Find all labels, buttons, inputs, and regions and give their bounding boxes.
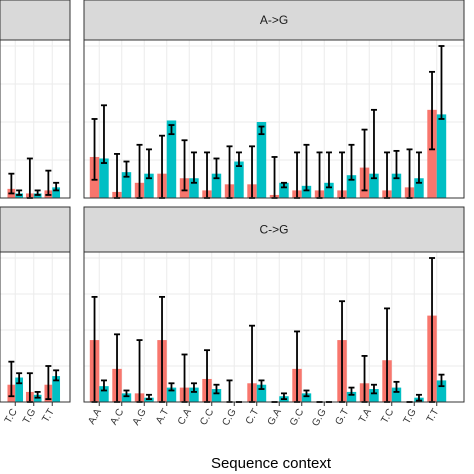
panel-border — [83, 251, 465, 403]
bar — [256, 122, 267, 198]
bar — [211, 389, 222, 402]
bar — [52, 187, 61, 198]
bar — [301, 185, 312, 198]
bar — [414, 178, 424, 198]
x-tick-label: A.A — [86, 407, 104, 427]
x-tick-label: T.G — [402, 407, 419, 426]
bar — [144, 173, 154, 198]
x-tick-label: G.T — [333, 407, 351, 427]
bar — [301, 393, 312, 402]
bar — [99, 386, 109, 402]
bar — [256, 384, 267, 402]
bar — [279, 182, 289, 198]
panel-strip-label: C->G — [259, 223, 288, 237]
x-tick-label: C.C — [198, 407, 216, 427]
chart-panels: A->G C->G — [0, 0, 465, 403]
panel-strip — [0, 0, 71, 41]
x-tick-label: G.A — [266, 407, 284, 428]
bar — [234, 161, 244, 198]
bar — [166, 120, 177, 198]
x-axis-title: Sequence context — [211, 455, 332, 472]
bar — [369, 389, 379, 402]
bar — [189, 387, 199, 402]
bar — [52, 376, 61, 402]
x-tick-label: T.G — [21, 407, 38, 426]
panel-border — [0, 251, 71, 403]
bar — [121, 393, 132, 402]
bar — [166, 387, 177, 402]
panel-background — [0, 40, 70, 198]
panel-border — [83, 39, 465, 199]
x-tick-label: C.A — [176, 407, 194, 427]
bar — [211, 173, 222, 198]
bar — [369, 173, 379, 198]
panel-strip — [83, 206, 465, 253]
x-tick-label: T.C — [379, 407, 396, 425]
x-tick-labels: T.C T.G T.T A.A A.C A.G A.T C.A C.C C.G C.T G.A G.C G… — [3, 402, 441, 429]
panel-border — [0, 39, 71, 199]
bar — [346, 391, 357, 402]
bar — [324, 182, 334, 198]
x-tick-label: A.T — [154, 407, 171, 426]
x-tick-label: C.T — [244, 407, 262, 426]
x-tick-label: T.T — [40, 407, 56, 425]
x-tick-label: G.G — [310, 407, 329, 429]
panel-strip — [83, 0, 465, 41]
bar — [346, 175, 357, 198]
x-tick-label: T.T — [425, 407, 441, 425]
bar — [99, 158, 109, 198]
bar — [436, 380, 447, 402]
bar — [121, 172, 132, 198]
x-tick-label: C.G — [220, 407, 239, 428]
bar — [427, 109, 437, 198]
bar — [391, 173, 402, 198]
x-tick-label: T.A — [357, 407, 374, 425]
panel-background — [84, 252, 464, 402]
x-tick-label: G.C — [288, 407, 306, 428]
x-tick-label: A.G — [131, 407, 149, 428]
bar — [15, 377, 24, 402]
x-tick-label: A.C — [108, 407, 126, 427]
bar — [189, 178, 199, 198]
panel-strip — [0, 206, 71, 253]
x-tick-label: T.C — [3, 407, 20, 425]
bar — [391, 387, 402, 402]
panel-strip-label: A->G — [260, 13, 288, 27]
bar — [436, 114, 447, 198]
